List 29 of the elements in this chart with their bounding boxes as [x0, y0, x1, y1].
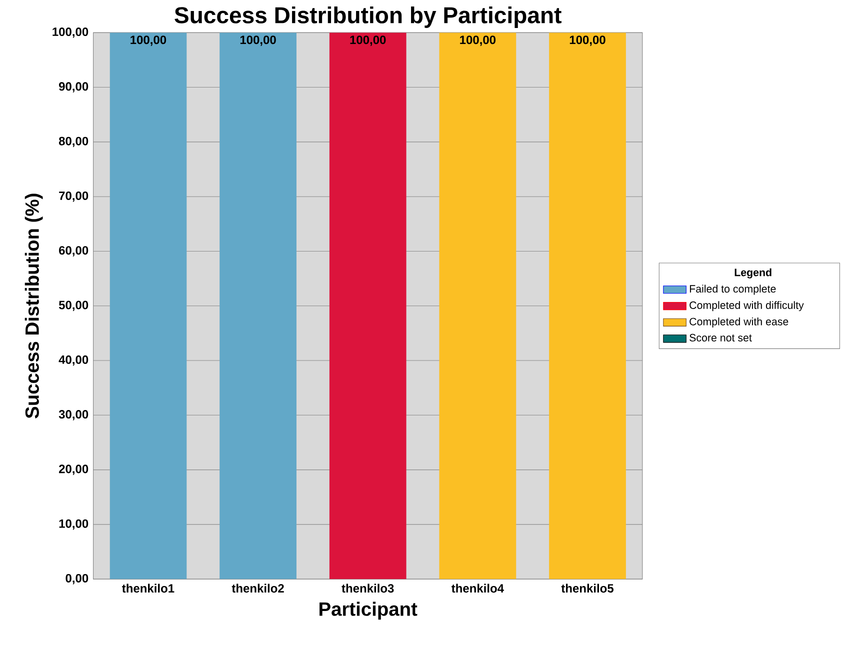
legend-label: Completed with ease — [690, 318, 788, 328]
y-tick-label: 90,00 — [58, 82, 88, 93]
y-tick-label: 0,00 — [66, 574, 88, 584]
total-label: 100,00 — [130, 36, 166, 46]
total-label: 100,00 — [350, 36, 386, 46]
y-tick-label: 20,00 — [58, 464, 88, 476]
x-tick-label: thenkilo5 — [561, 584, 614, 593]
legend-title: Legend — [734, 268, 772, 278]
y-tick-label: 70,00 — [59, 192, 88, 202]
x-tick-label: thenkilo4 — [451, 584, 504, 593]
y-tick-label: 40,00 — [58, 356, 88, 366]
legend-label: Score not set — [690, 334, 752, 342]
total-label: 100,00 — [460, 36, 496, 46]
y-axis-title: Success Distribution (%) — [24, 194, 43, 418]
x-axis-title: Participant — [320, 602, 418, 620]
y-tick-label: 80,00 — [58, 136, 88, 148]
total-label: 100,00 — [570, 36, 606, 46]
x-tick-label: thenkilo2 — [232, 584, 284, 593]
y-tick-label: 60,00 — [59, 246, 88, 256]
x-tick-label: thenkilo3 — [342, 584, 394, 593]
x-tick-label: thenkilo1 — [122, 584, 174, 593]
legend-label: Failed to complete — [690, 284, 776, 295]
y-tick-label: 30,00 — [58, 410, 88, 420]
chart-title: Success Distribution by Participant — [174, 6, 562, 28]
total-label: 100,00 — [240, 36, 276, 46]
y-tick-label: 50,00 — [58, 300, 88, 312]
legend-label: Completed with difficulty — [690, 301, 804, 312]
y-tick-label: 100,00 — [52, 28, 88, 38]
y-tick-label: 10,00 — [59, 519, 88, 530]
